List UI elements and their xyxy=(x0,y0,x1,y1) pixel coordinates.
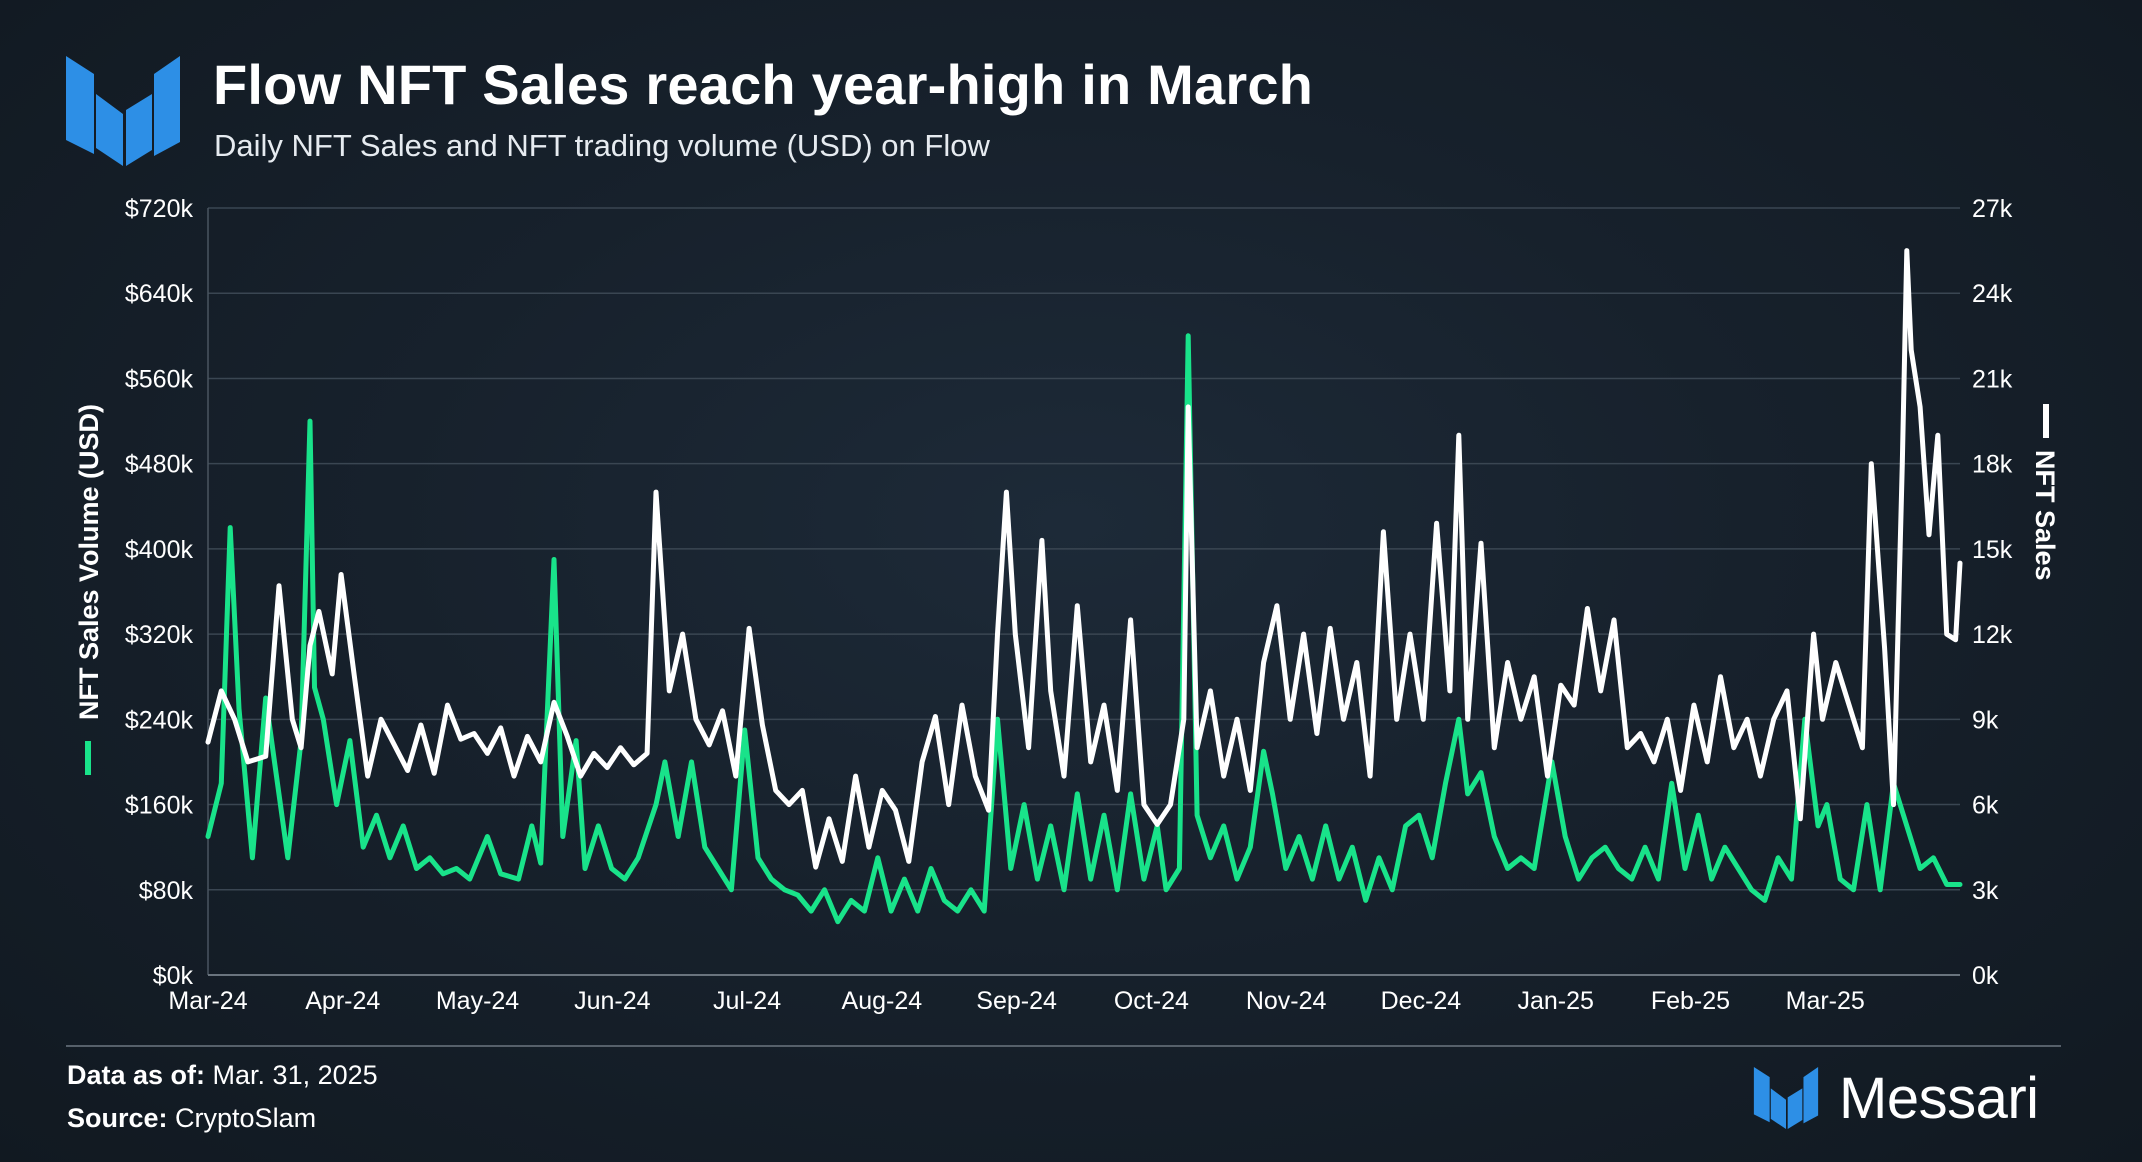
left-axis-ticks: $0k $80k $160k $240k $320k $400k $480k $560k $64… xyxy=(125,195,194,990)
left-tick-label: $0k xyxy=(153,962,194,990)
messari-brand-icon xyxy=(1753,1067,1819,1129)
x-axis-ticks: Mar-24 Apr-24 May-24 Jun-24 Jul-24 Aug-24 Sep-… xyxy=(168,987,1864,1015)
left-tick-label: $560k xyxy=(125,365,194,393)
gridlines xyxy=(207,207,1960,976)
right-tick-label: 3k xyxy=(1972,877,1999,905)
left-tick-label: $720k xyxy=(125,195,194,223)
series-lines xyxy=(205,248,1963,925)
x-tick-label: May-24 xyxy=(436,987,519,1015)
source-label: Source: xyxy=(67,1103,168,1133)
right-tick-label: 0k xyxy=(1972,962,1999,990)
right-tick-label: 18k xyxy=(1972,451,2013,479)
left-tick-label: $480k xyxy=(125,451,194,479)
source-value: CryptoSlam xyxy=(167,1103,317,1133)
right-tick-label: 9k xyxy=(1972,706,1999,734)
messari-logo-icon xyxy=(66,56,180,166)
x-tick-label: Sep-24 xyxy=(976,987,1057,1015)
brand-name: Messari xyxy=(1839,1065,2039,1131)
x-tick-label: Aug-24 xyxy=(842,987,923,1015)
chart-subtitle: Daily NFT Sales and NFT trading volume (… xyxy=(214,128,990,163)
left-tick-label: $160k xyxy=(125,792,194,820)
left-tick-label: $320k xyxy=(125,621,194,649)
x-tick-label: Jul-24 xyxy=(713,987,781,1015)
left-legend-swatch xyxy=(85,741,91,775)
x-tick-label: Mar-24 xyxy=(168,987,247,1015)
right-tick-label: 27k xyxy=(1972,195,2013,223)
left-tick-label: $240k xyxy=(125,706,194,734)
right-tick-label: 12k xyxy=(1972,621,2013,649)
nft-sales-count-line xyxy=(205,248,1963,870)
left-tick-label: $80k xyxy=(139,877,194,905)
x-tick-label: Apr-24 xyxy=(305,987,380,1015)
x-tick-label: Jun-24 xyxy=(574,987,651,1015)
right-axis-title-group: NFT Sales xyxy=(2030,404,2060,581)
left-tick-label: $640k xyxy=(125,280,194,308)
right-axis-title: NFT Sales xyxy=(2030,450,2060,581)
x-tick-label: Feb-25 xyxy=(1651,987,1730,1015)
brand-mark: Messari xyxy=(1753,1065,2039,1131)
left-axis-title: NFT Sales Volume (USD) xyxy=(74,404,104,720)
data-as-of: Data as of: Mar. 31, 2025 xyxy=(67,1060,378,1091)
nft-sales-volume-line xyxy=(205,333,1963,925)
x-tick-label: Jan-25 xyxy=(1517,987,1593,1015)
footer-divider xyxy=(66,1045,2061,1047)
chart-title: Flow NFT Sales reach year-high in March xyxy=(213,53,1314,116)
right-tick-label: 6k xyxy=(1972,792,1999,820)
x-tick-label: Oct-24 xyxy=(1114,987,1189,1015)
right-tick-label: 21k xyxy=(1972,365,2013,393)
right-axis-ticks: 0k 3k 6k 9k 12k 15k 18k 21k 24k 27k xyxy=(1972,195,2013,990)
left-axis-title-group: NFT Sales Volume (USD) xyxy=(74,404,104,775)
x-tick-label: Mar-25 xyxy=(1786,987,1865,1015)
data-as-of-label: Data as of: xyxy=(67,1060,206,1090)
x-tick-label: Dec-24 xyxy=(1381,987,1462,1015)
left-tick-label: $400k xyxy=(125,536,194,564)
right-tick-label: 24k xyxy=(1972,280,2013,308)
source: Source: CryptoSlam xyxy=(67,1103,316,1134)
data-as-of-value: Mar. 31, 2025 xyxy=(205,1060,378,1090)
right-legend-swatch xyxy=(2043,404,2049,438)
chart: $0k $80k $160k $240k $320k $400k $480k $560k $64… xyxy=(74,195,2060,1015)
right-tick-label: 15k xyxy=(1972,536,2013,564)
x-tick-label: Nov-24 xyxy=(1246,987,1327,1015)
